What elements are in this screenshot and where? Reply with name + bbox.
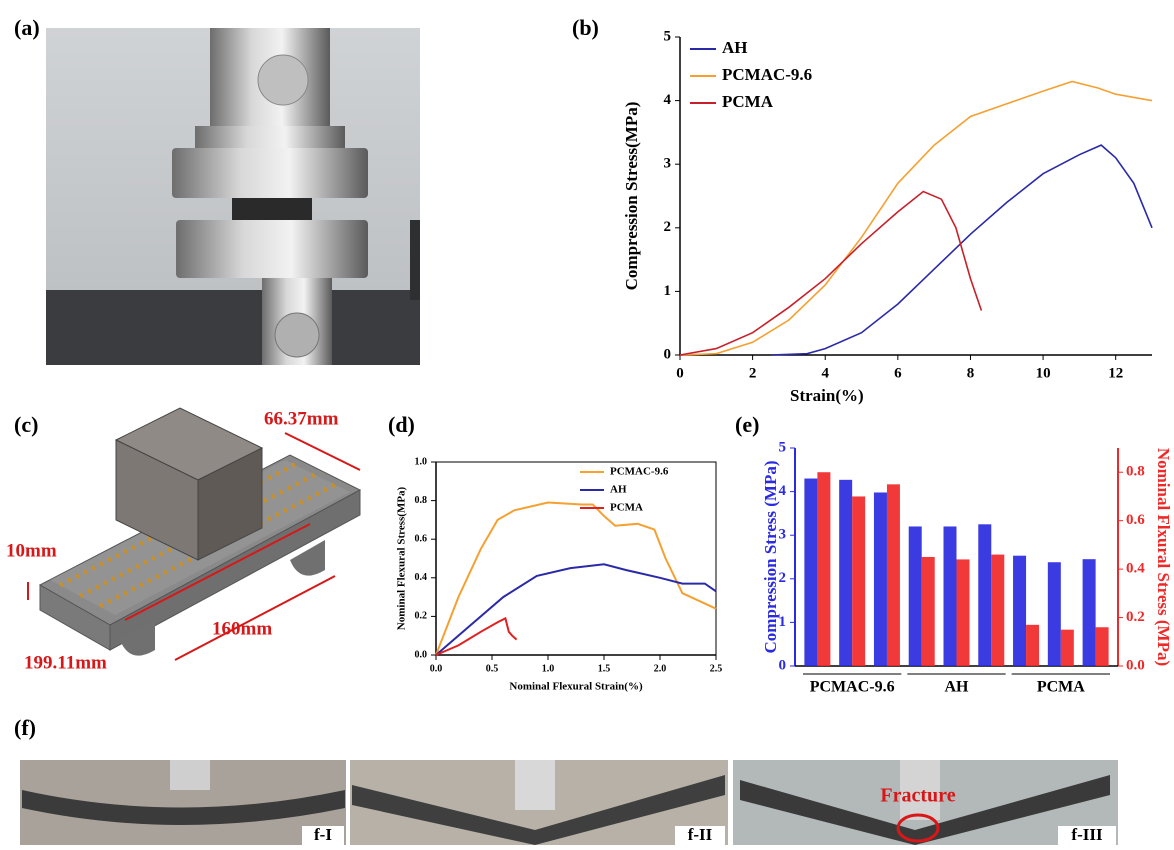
y-tick-label: 4 [664,92,672,108]
bar [1013,556,1026,666]
dimension-label: 199.11mm [24,652,107,673]
x-tick-label: 2 [749,365,757,381]
bar [1048,562,1061,666]
data-line [680,82,1152,356]
x-tick-label: PCMA [1037,679,1085,696]
legend-label: PCMAC-9.6 [722,65,812,84]
panel-label: (f) [14,715,36,740]
y2-tick-label: 0.2 [1126,609,1145,625]
y-tick-label: 3 [664,156,672,172]
y-tick-label: 5 [664,28,672,44]
y-tick-label: 0.8 [415,495,428,506]
bar [839,480,852,666]
x-tick-label: 8 [967,365,975,381]
panel-label: (c) [14,412,38,437]
x-tick-label: 6 [894,365,902,381]
x-tick-label: 0.5 [486,663,499,674]
x-tick-label: 0 [676,365,684,381]
data-line [680,192,981,356]
plot-frame [436,462,716,655]
panel-label: (b) [572,15,599,40]
dimension-label: 66.37mm [264,408,339,429]
bar [1096,627,1109,666]
annotation: Fracture [880,785,955,807]
y-tick-label: 0.4 [415,572,428,583]
x-tick-label: 1.5 [598,663,611,674]
bar [1061,630,1074,666]
bar [817,472,830,666]
legend-label: PCMA [722,92,774,111]
panel-label: (e) [735,412,759,437]
bar [978,524,991,666]
x-tick-label: 0.0 [430,663,443,674]
bar [1083,559,1096,666]
y-tick-label: 1 [664,283,672,299]
bar [887,484,900,666]
legend-label: AH [610,484,627,496]
y-axis-label: Nominal Flexural Stress(MPa) [396,486,408,630]
bar [922,557,935,666]
y-tick-label: 5 [779,439,787,455]
y-tick-label: 0 [664,346,672,362]
bar [957,559,970,666]
data-line [771,145,1152,355]
data-line [436,503,716,656]
x-tick-label: 1.0 [542,663,555,674]
y-tick-label: 0 [779,657,787,673]
photo-label: f-II [688,825,713,844]
legend-label: AH [722,38,748,57]
x-tick-label: PCMAC-9.6 [810,679,895,696]
dimension-label: 10mm [6,540,57,561]
x-tick-label: 2.5 [710,663,723,674]
panel-label: (d) [388,412,415,437]
x-tick-label: AH [945,679,970,696]
dimension-label: 160mm [212,618,272,639]
x-tick-label: 12 [1108,365,1123,381]
y-axis-label: Compression Stress (MPa) [761,461,780,654]
y-tick-label: 0.0 [415,649,428,660]
bar [804,479,817,666]
y-tick-label: 1.0 [415,456,428,467]
y2-axis-label: Nominal Flxural Stress (MPa) [1154,448,1173,666]
y2-tick-label: 0.0 [1126,657,1145,673]
y2-tick-label: 0.8 [1126,464,1145,480]
bar [909,526,922,666]
legend-label: PCMA [610,502,643,514]
x-tick-label: 4 [821,365,829,381]
y-tick-label: 2 [664,219,672,235]
diagram-c [28,408,360,660]
bar [852,496,865,666]
panel-label: (a) [14,15,40,40]
figure: (a) (b) (c) 66.37mm 10mm [0,0,1174,845]
x-tick-label: 10 [1036,365,1051,381]
y2-tick-label: 0.6 [1126,512,1145,528]
bar [991,555,1004,666]
photo-label: f-III [1071,825,1103,844]
legend-label: PCMAC-9.6 [610,466,669,478]
y-tick-label: 0.2 [415,611,428,622]
y-axis-label: Compression Stress(MPa) [622,102,641,291]
x-tick-label: 2.0 [654,663,667,674]
x-axis-label: Strain(%) [790,386,864,405]
y-tick-label: 0.6 [415,533,428,544]
bar [944,526,957,666]
photo-label: f-I [314,825,332,844]
photo-a [46,28,420,365]
bar [1026,625,1039,666]
bar [874,492,887,666]
x-axis-label: Nominal Flexural Strain(%) [509,681,643,693]
y2-tick-label: 0.4 [1126,561,1145,577]
